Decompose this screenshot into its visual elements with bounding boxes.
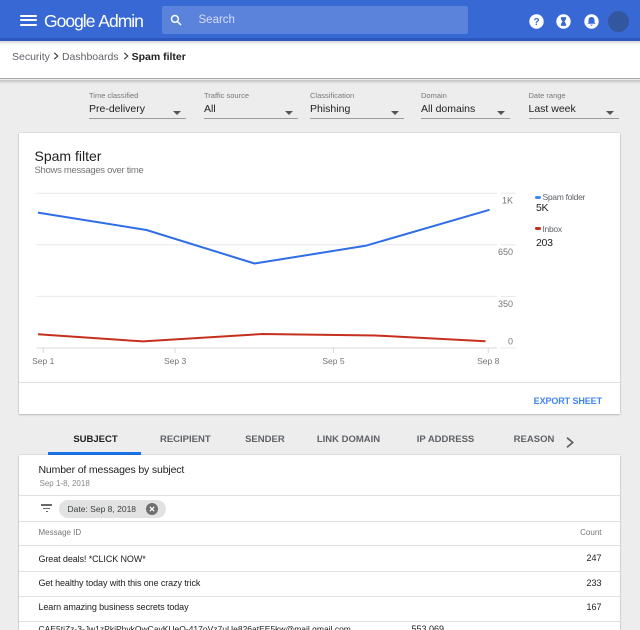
svg-text:Sep 8: Sep 8 [477, 356, 499, 366]
svg-text:650: 650 [497, 247, 512, 257]
svg-text:Sep 1: Sep 1 [32, 356, 54, 366]
svg-text:Sep 3: Sep 3 [163, 356, 185, 366]
svg-text:0: 0 [507, 337, 512, 347]
svg-text:1K: 1K [501, 196, 512, 206]
svg-text:?: ? [533, 17, 539, 28]
svg-text:Sep 5: Sep 5 [322, 356, 344, 366]
svg-text:350: 350 [497, 299, 512, 309]
